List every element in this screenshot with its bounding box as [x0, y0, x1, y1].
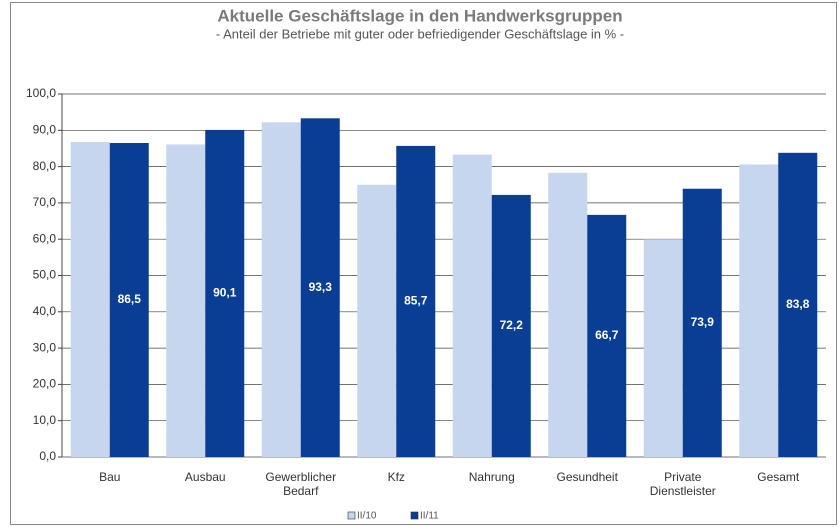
chart-subtitle: - Anteil der Betriebe mit guter oder bef… [216, 26, 624, 41]
legend-label: II/11 [420, 511, 439, 522]
y-tick-label: 30,0 [33, 340, 57, 354]
x-tick-label: Nahrung [469, 470, 515, 484]
x-tick-label: Bau [99, 470, 120, 484]
value-label: 90,1 [213, 286, 237, 300]
y-tick-label: 50,0 [33, 268, 57, 282]
x-tick-label: Ausbau [185, 470, 226, 484]
bar [357, 184, 397, 457]
bar [452, 154, 492, 457]
y-tick-label: 60,0 [33, 231, 57, 245]
x-tick-label: Private Dienstleister [650, 470, 716, 498]
bar [682, 188, 722, 458]
value-label: 86,5 [118, 292, 142, 306]
y-tick-label: 80,0 [33, 159, 57, 173]
x-tick-label: Gesundheit [557, 470, 619, 484]
value-label: 83,8 [786, 297, 810, 311]
bar [643, 239, 683, 457]
y-tick-label: 40,0 [33, 304, 57, 318]
value-label: 73,9 [691, 315, 715, 329]
y-tick-label: 0,0 [39, 449, 56, 463]
bar [778, 152, 818, 457]
legend-label: II/10 [357, 511, 377, 522]
value-label: 72,2 [500, 318, 524, 332]
value-label: 85,7 [404, 294, 428, 308]
bar [261, 122, 301, 458]
bar [548, 172, 588, 457]
y-tick-label: 90,0 [33, 122, 57, 136]
x-tick-label: Kfz [388, 470, 405, 484]
value-label: 66,7 [595, 328, 619, 342]
bar [396, 145, 436, 457]
y-tick-label: 20,0 [33, 377, 57, 391]
bar [491, 194, 531, 457]
value-label: 93,3 [309, 280, 333, 294]
bar [587, 214, 627, 457]
bar [205, 129, 245, 457]
x-tick-label: Gewerblicher Bedarf [265, 470, 336, 498]
x-tick-label: Gesamt [757, 470, 800, 484]
y-tick-label: 70,0 [33, 195, 57, 209]
bar [70, 141, 110, 457]
y-tick-label: 100,0 [26, 86, 56, 100]
legend-swatch [347, 511, 356, 520]
bar [739, 164, 779, 457]
bar [109, 143, 149, 457]
bar [300, 118, 340, 458]
chart-title: Aktuelle Geschäftslage in den Handwerksg… [217, 6, 622, 25]
bar [166, 144, 206, 457]
legend-swatch [410, 511, 419, 520]
y-tick-label: 10,0 [33, 413, 57, 427]
